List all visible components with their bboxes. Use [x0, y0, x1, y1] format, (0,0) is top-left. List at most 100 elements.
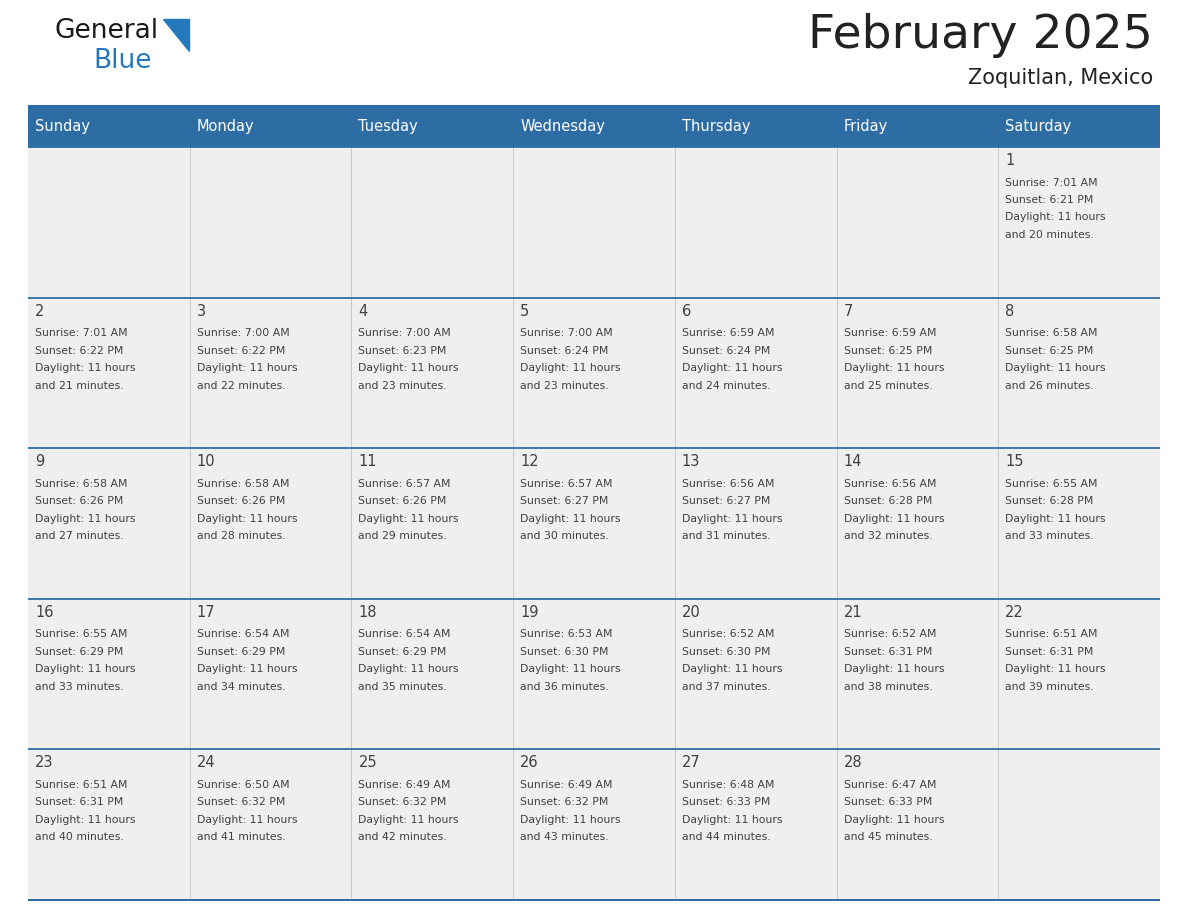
Text: Sunset: 6:33 PM: Sunset: 6:33 PM [843, 798, 931, 808]
Text: Daylight: 11 hours: Daylight: 11 hours [520, 514, 620, 523]
Text: Sunrise: 6:52 AM: Sunrise: 6:52 AM [843, 630, 936, 639]
Text: 13: 13 [682, 454, 700, 469]
Text: Sunset: 6:21 PM: Sunset: 6:21 PM [1005, 195, 1094, 205]
Text: Sunrise: 6:49 AM: Sunrise: 6:49 AM [520, 780, 613, 789]
Text: Daylight: 11 hours: Daylight: 11 hours [1005, 514, 1106, 523]
Text: 20: 20 [682, 605, 701, 620]
Text: Sunset: 6:30 PM: Sunset: 6:30 PM [682, 647, 770, 656]
Text: and 30 minutes.: and 30 minutes. [520, 532, 609, 542]
Text: Daylight: 11 hours: Daylight: 11 hours [520, 665, 620, 675]
Text: and 33 minutes.: and 33 minutes. [1005, 532, 1094, 542]
Bar [836, 105, 998, 147]
Text: Tuesday: Tuesday [359, 118, 418, 133]
Text: and 28 minutes.: and 28 minutes. [197, 532, 285, 542]
Text: Sunrise: 6:59 AM: Sunrise: 6:59 AM [843, 328, 936, 338]
Text: Daylight: 11 hours: Daylight: 11 hours [520, 364, 620, 373]
Text: and 24 minutes.: and 24 minutes. [682, 381, 771, 390]
Text: 14: 14 [843, 454, 862, 469]
Text: and 27 minutes.: and 27 minutes. [34, 532, 124, 542]
Bar [513, 105, 675, 147]
Text: Daylight: 11 hours: Daylight: 11 hours [197, 815, 297, 825]
Text: Daylight: 11 hours: Daylight: 11 hours [1005, 364, 1106, 373]
Text: 25: 25 [359, 756, 377, 770]
Text: 16: 16 [34, 605, 53, 620]
Text: 7: 7 [843, 304, 853, 319]
Text: Daylight: 11 hours: Daylight: 11 hours [1005, 665, 1106, 675]
Text: Sunset: 6:29 PM: Sunset: 6:29 PM [197, 647, 285, 656]
Text: 17: 17 [197, 605, 215, 620]
Text: Sunset: 6:25 PM: Sunset: 6:25 PM [1005, 345, 1094, 355]
Text: 27: 27 [682, 756, 701, 770]
Text: Sunset: 6:27 PM: Sunset: 6:27 PM [682, 497, 770, 506]
Bar [29, 297, 1159, 448]
Text: and 34 minutes.: and 34 minutes. [197, 682, 285, 692]
Text: and 20 minutes.: and 20 minutes. [1005, 230, 1094, 240]
Text: Sunrise: 6:51 AM: Sunrise: 6:51 AM [1005, 630, 1098, 639]
Text: Daylight: 11 hours: Daylight: 11 hours [197, 364, 297, 373]
Text: Sunset: 6:33 PM: Sunset: 6:33 PM [682, 798, 770, 808]
Text: Daylight: 11 hours: Daylight: 11 hours [843, 514, 944, 523]
Text: and 42 minutes.: and 42 minutes. [359, 833, 447, 843]
Text: Sunset: 6:24 PM: Sunset: 6:24 PM [520, 345, 608, 355]
Text: Sunset: 6:32 PM: Sunset: 6:32 PM [359, 798, 447, 808]
Text: Sunrise: 7:00 AM: Sunrise: 7:00 AM [197, 328, 290, 338]
Text: 10: 10 [197, 454, 215, 469]
Text: Sunrise: 6:54 AM: Sunrise: 6:54 AM [359, 630, 451, 639]
Text: Sunset: 6:30 PM: Sunset: 6:30 PM [520, 647, 608, 656]
Text: Sunset: 6:22 PM: Sunset: 6:22 PM [34, 345, 124, 355]
Text: 18: 18 [359, 605, 377, 620]
Text: 11: 11 [359, 454, 377, 469]
Text: and 23 minutes.: and 23 minutes. [359, 381, 447, 390]
Text: and 37 minutes.: and 37 minutes. [682, 682, 771, 692]
Text: Sunset: 6:32 PM: Sunset: 6:32 PM [520, 798, 608, 808]
Text: Sunset: 6:28 PM: Sunset: 6:28 PM [1005, 497, 1094, 506]
Text: 2: 2 [34, 304, 44, 319]
Bar [352, 105, 513, 147]
Text: 19: 19 [520, 605, 538, 620]
Text: 8: 8 [1005, 304, 1015, 319]
Text: Monday: Monday [197, 118, 254, 133]
Bar [29, 749, 1159, 900]
Text: Sunset: 6:29 PM: Sunset: 6:29 PM [359, 647, 447, 656]
Text: Sunrise: 6:57 AM: Sunrise: 6:57 AM [520, 478, 613, 488]
Text: Sunrise: 6:58 AM: Sunrise: 6:58 AM [1005, 328, 1098, 338]
Text: Sunset: 6:26 PM: Sunset: 6:26 PM [34, 497, 124, 506]
Text: Daylight: 11 hours: Daylight: 11 hours [197, 665, 297, 675]
Text: Sunset: 6:27 PM: Sunset: 6:27 PM [520, 497, 608, 506]
Text: Sunrise: 6:52 AM: Sunrise: 6:52 AM [682, 630, 775, 639]
Text: Sunset: 6:32 PM: Sunset: 6:32 PM [197, 798, 285, 808]
Text: Sunset: 6:23 PM: Sunset: 6:23 PM [359, 345, 447, 355]
Text: 15: 15 [1005, 454, 1024, 469]
Text: Sunrise: 6:50 AM: Sunrise: 6:50 AM [197, 780, 290, 789]
Text: Daylight: 11 hours: Daylight: 11 hours [682, 665, 783, 675]
Text: Daylight: 11 hours: Daylight: 11 hours [34, 364, 135, 373]
Text: Daylight: 11 hours: Daylight: 11 hours [34, 514, 135, 523]
Text: and 41 minutes.: and 41 minutes. [197, 833, 285, 843]
Text: Sunset: 6:29 PM: Sunset: 6:29 PM [34, 647, 124, 656]
Text: Sunrise: 6:59 AM: Sunrise: 6:59 AM [682, 328, 775, 338]
Text: 12: 12 [520, 454, 539, 469]
Text: and 43 minutes.: and 43 minutes. [520, 833, 608, 843]
Text: Sunrise: 6:54 AM: Sunrise: 6:54 AM [197, 630, 289, 639]
Text: February 2025: February 2025 [808, 13, 1154, 58]
Text: 23: 23 [34, 756, 53, 770]
Text: Sunset: 6:31 PM: Sunset: 6:31 PM [1005, 647, 1094, 656]
Text: Sunday: Sunday [34, 118, 90, 133]
Text: Daylight: 11 hours: Daylight: 11 hours [359, 815, 459, 825]
Text: Daylight: 11 hours: Daylight: 11 hours [1005, 212, 1106, 222]
Text: Sunrise: 7:01 AM: Sunrise: 7:01 AM [34, 328, 127, 338]
Bar [29, 147, 1159, 297]
Text: Daylight: 11 hours: Daylight: 11 hours [843, 815, 944, 825]
Text: and 35 minutes.: and 35 minutes. [359, 682, 447, 692]
Text: 21: 21 [843, 605, 862, 620]
Text: Daylight: 11 hours: Daylight: 11 hours [359, 665, 459, 675]
Text: and 23 minutes.: and 23 minutes. [520, 381, 608, 390]
Text: 26: 26 [520, 756, 539, 770]
Text: and 33 minutes.: and 33 minutes. [34, 682, 124, 692]
Text: and 31 minutes.: and 31 minutes. [682, 532, 771, 542]
Text: Sunrise: 7:01 AM: Sunrise: 7:01 AM [1005, 177, 1098, 187]
Polygon shape [163, 19, 189, 51]
Bar [29, 599, 1159, 749]
Text: Thursday: Thursday [682, 118, 751, 133]
Bar [29, 448, 1159, 599]
